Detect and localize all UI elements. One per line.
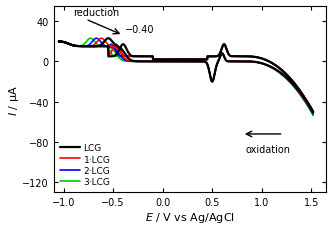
Text: −0.40: −0.40 <box>125 25 155 35</box>
Legend: LCG, 1·LCG, 2·LCG, 3·LCG: LCG, 1·LCG, 2·LCG, 3·LCG <box>58 142 112 188</box>
X-axis label: $E$ / V vs Ag/AgCl: $E$ / V vs Ag/AgCl <box>145 210 235 224</box>
Y-axis label: $I$ / μA: $I$ / μA <box>7 85 21 115</box>
Text: reduction: reduction <box>74 8 120 18</box>
Text: oxidation: oxidation <box>246 144 291 154</box>
